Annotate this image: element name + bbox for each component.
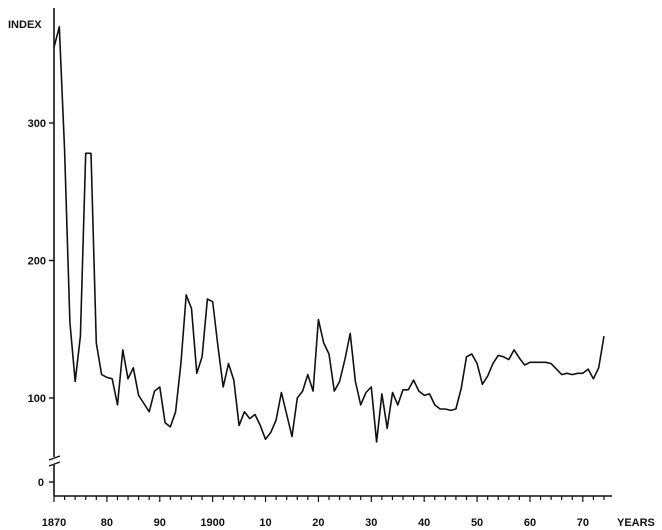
x-tick-label: 80	[101, 517, 113, 529]
x-tick-label: 70	[577, 517, 589, 529]
y-axis-break-mark-upper	[48, 455, 61, 461]
x-tick-label: 40	[418, 517, 430, 529]
tick-labels: 100 200 300 1870 80 90 1900 10 20 30 40 50 60 70	[28, 118, 589, 529]
y-axis-break-mark-lower	[48, 461, 61, 467]
x-axis-title: YEARS	[617, 517, 655, 529]
x-tick-label: 90	[154, 517, 166, 529]
x-tick-label: 60	[524, 517, 536, 529]
x-tick-label: 1900	[200, 517, 224, 529]
x-tick-label: 50	[471, 517, 483, 529]
y-tick-label: 200	[28, 256, 46, 268]
chart-axes	[48, 8, 612, 497]
tick-marks	[49, 122, 605, 502]
y-axis-title: INDEX	[8, 19, 42, 31]
x-tick-label: 10	[259, 517, 271, 529]
y-zero-label: 0	[38, 477, 44, 489]
y-tick-label: 100	[28, 393, 46, 405]
y-tick-label: 300	[28, 118, 46, 130]
x-tick-label: 20	[312, 517, 324, 529]
x-tick-label: 1870	[42, 517, 66, 529]
x-tick-label: 30	[365, 517, 377, 529]
index-series-line	[53, 26, 605, 443]
